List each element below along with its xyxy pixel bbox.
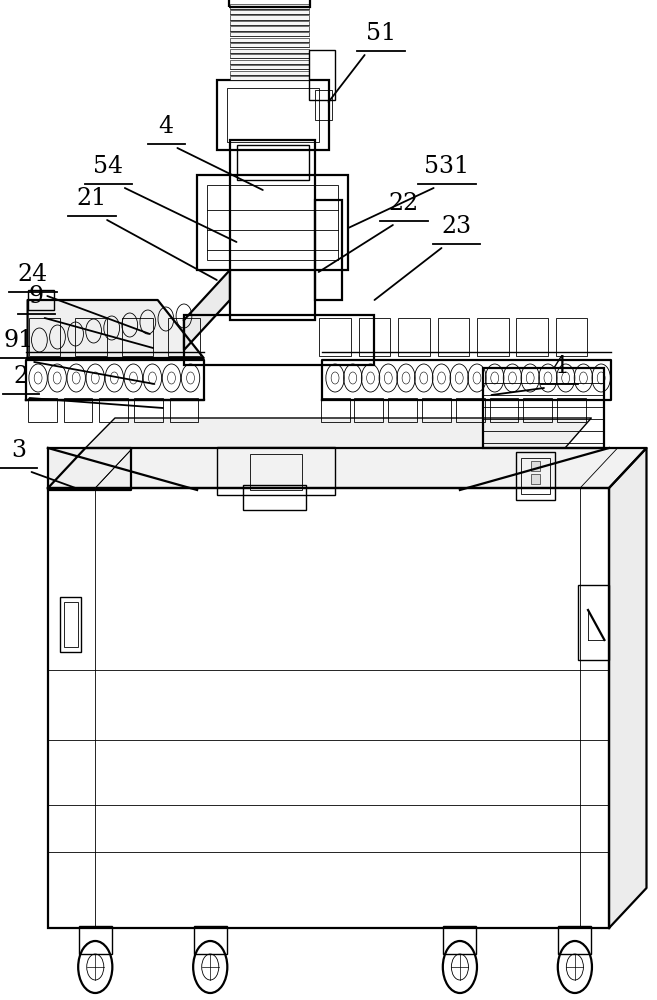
Bar [315, 200, 342, 300]
Text: 3: 3 [11, 439, 26, 462]
Text: 22: 22 [389, 192, 419, 215]
Bar [122, 318, 153, 356]
Bar [477, 318, 509, 356]
Bar [229, 0, 310, 7]
Bar [60, 597, 81, 652]
Bar [230, 21, 309, 25]
Bar [489, 398, 518, 422]
Bar [168, 318, 200, 356]
Bar [230, 76, 309, 80]
Bar [184, 315, 374, 365]
Bar [64, 602, 78, 647]
Bar [194, 926, 227, 954]
Bar [28, 398, 57, 422]
Bar [309, 50, 335, 100]
Bar [230, 48, 309, 52]
Bar [483, 368, 604, 448]
Bar [438, 318, 469, 356]
Text: 4: 4 [158, 115, 174, 138]
Bar [516, 318, 548, 356]
Bar [76, 318, 107, 356]
Bar [521, 458, 550, 494]
Bar [230, 4, 309, 8]
Bar [230, 15, 309, 19]
Bar [217, 80, 328, 150]
Bar [230, 60, 309, 64]
Text: 9: 9 [28, 285, 44, 308]
Polygon shape [184, 270, 230, 350]
Polygon shape [609, 448, 646, 928]
Polygon shape [48, 448, 131, 490]
Bar [556, 318, 587, 356]
Bar [531, 474, 540, 484]
Text: 91: 91 [3, 329, 34, 352]
Bar [217, 447, 335, 495]
Bar [443, 926, 476, 954]
Bar [524, 398, 553, 422]
Bar [99, 398, 127, 422]
Bar [207, 185, 338, 260]
Text: 2: 2 [13, 365, 29, 388]
Bar [230, 37, 309, 41]
Bar [354, 398, 383, 422]
Bar [170, 398, 198, 422]
Bar [79, 926, 112, 954]
Bar [230, 65, 309, 69]
Bar [29, 318, 60, 356]
Bar [237, 145, 309, 180]
Bar [250, 454, 302, 490]
Bar [578, 585, 609, 660]
Text: 51: 51 [366, 22, 396, 45]
Bar [531, 461, 540, 471]
Text: 4: 4 [552, 355, 568, 378]
Bar [48, 488, 609, 928]
Bar [398, 318, 430, 356]
Bar [28, 290, 54, 310]
Bar [516, 452, 555, 500]
Bar [64, 398, 93, 422]
Text: 531: 531 [424, 155, 469, 178]
Polygon shape [28, 300, 204, 358]
Bar [319, 318, 351, 356]
Bar [230, 10, 309, 14]
Bar [230, 32, 309, 36]
Bar [230, 26, 309, 30]
Text: 54: 54 [93, 155, 124, 178]
Bar [227, 88, 319, 142]
Bar [243, 485, 306, 510]
Bar [230, 43, 309, 47]
Text: 24: 24 [18, 263, 48, 286]
Text: 23: 23 [442, 215, 472, 238]
Bar [557, 398, 586, 422]
Text: 21: 21 [77, 187, 107, 210]
Bar [315, 90, 332, 120]
Bar [359, 318, 390, 356]
Bar [230, 140, 315, 320]
Bar [456, 398, 485, 422]
Bar [388, 398, 417, 422]
Bar [230, 54, 309, 58]
Bar [558, 926, 591, 954]
Polygon shape [48, 448, 646, 488]
Bar [230, 70, 309, 75]
Bar [134, 398, 163, 422]
Polygon shape [85, 418, 591, 448]
Bar [197, 175, 348, 270]
Bar [422, 398, 451, 422]
Bar [321, 398, 350, 422]
